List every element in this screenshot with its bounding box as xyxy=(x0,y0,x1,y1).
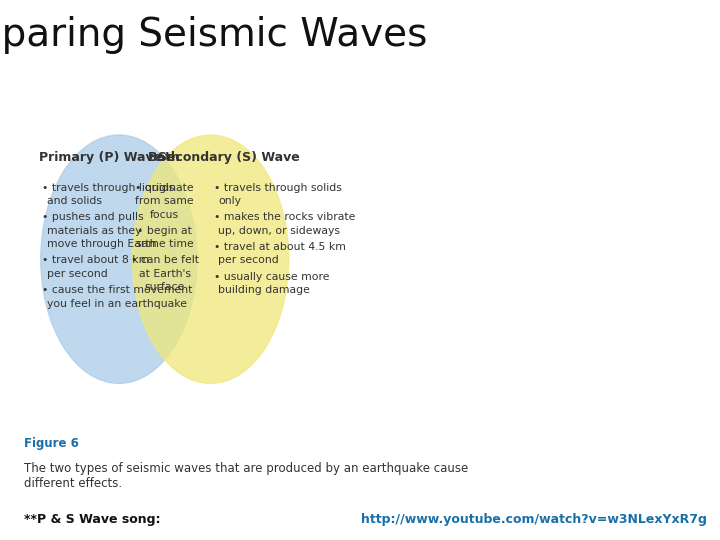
Text: Comparing Seismic Waves: Comparing Seismic Waves xyxy=(0,16,427,54)
Text: • usually cause more: • usually cause more xyxy=(214,272,330,282)
Text: and solids: and solids xyxy=(47,196,102,206)
Text: from same: from same xyxy=(135,196,194,206)
Text: • travel about 8 km: • travel about 8 km xyxy=(42,255,150,266)
Text: • pushes and pulls: • pushes and pulls xyxy=(42,212,144,222)
Text: up, down, or sideways: up, down, or sideways xyxy=(218,226,340,236)
Text: Secondary (S) Wave: Secondary (S) Wave xyxy=(158,151,300,164)
Text: move through Earth: move through Earth xyxy=(47,239,156,249)
Text: • makes the rocks vibrate: • makes the rocks vibrate xyxy=(214,212,356,222)
Text: Both: Both xyxy=(148,151,181,164)
Text: • travels through solids: • travels through solids xyxy=(214,183,342,193)
Text: Primary (P) Wave: Primary (P) Wave xyxy=(39,151,162,164)
Text: focus: focus xyxy=(150,210,179,220)
Circle shape xyxy=(132,135,289,383)
Text: per second: per second xyxy=(47,269,107,279)
Text: materials as they: materials as they xyxy=(47,226,141,236)
Text: **P & S Wave song:: **P & S Wave song: xyxy=(24,513,165,526)
Text: surface: surface xyxy=(145,282,185,293)
Circle shape xyxy=(41,135,197,383)
Text: • travels through liquids: • travels through liquids xyxy=(42,183,175,193)
Text: Figure 6: Figure 6 xyxy=(24,437,78,450)
Text: at Earth's: at Earth's xyxy=(139,269,191,279)
Text: per second: per second xyxy=(218,255,279,266)
Text: • can be felt: • can be felt xyxy=(131,255,199,266)
Text: building damage: building damage xyxy=(218,285,310,295)
Text: • begin at: • begin at xyxy=(138,226,192,236)
Text: • cause the first movement: • cause the first movement xyxy=(42,285,193,295)
Text: • originate: • originate xyxy=(135,183,194,193)
Text: The two types of seismic waves that are produced by an earthquake cause
differen: The two types of seismic waves that are … xyxy=(24,462,468,490)
Text: • travel at about 4.5 km: • travel at about 4.5 km xyxy=(214,242,346,252)
Text: only: only xyxy=(218,196,241,206)
Text: you feel in an earthquake: you feel in an earthquake xyxy=(47,299,186,309)
Text: same time: same time xyxy=(136,239,194,249)
Text: http://www.youtube.com/watch?v=w3NLexYxR7g: http://www.youtube.com/watch?v=w3NLexYxR… xyxy=(361,513,706,526)
